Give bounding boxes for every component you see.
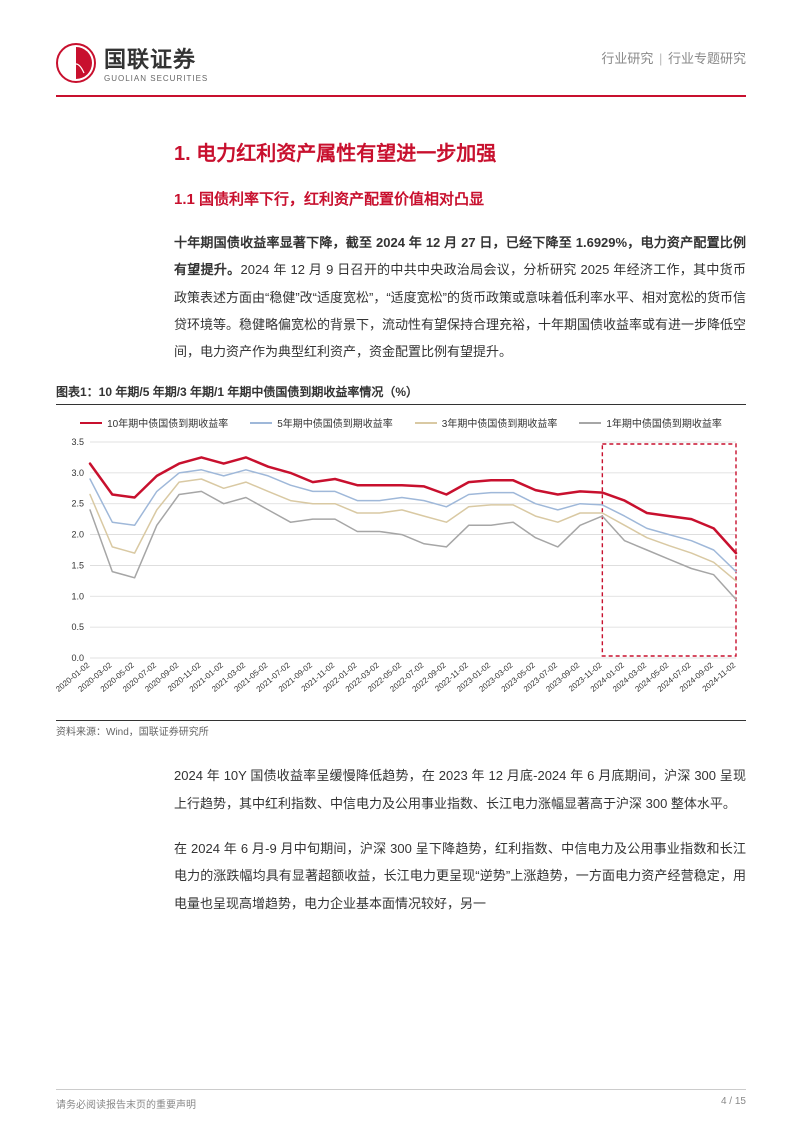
footer-page-number: 4 / 15	[721, 1096, 746, 1111]
chart-source: 资料来源：Wind，国联证券研究所	[56, 720, 746, 738]
yield-chart-svg: 0.00.51.01.52.02.53.03.52020-01-022020-0…	[56, 436, 746, 716]
page-header: 国联证券 GUOLIAN SECURITIES 行业研究 | 行业专题研究	[56, 42, 746, 83]
svg-text:3.5: 3.5	[71, 437, 84, 447]
section-title: 1. 电力红利资产属性有望进一步加强	[174, 137, 746, 166]
breadcrumb-left: 行业研究	[601, 51, 653, 66]
paragraph-2: 2024 年 10Y 国债收益率呈缓慢降低趋势，在 2023 年 12 月底-2…	[174, 762, 746, 817]
page-footer: 请务必阅读报告末页的重要声明 4 / 15	[56, 1089, 746, 1111]
paragraph-1: 十年期国债收益率显著下降，截至 2024 年 12 月 27 日，已经下降至 1…	[174, 229, 746, 365]
paragraph-1-rest: 2024 年 12 月 9 日召开的中共中央政治局会议，分析研究 2025 年经…	[174, 262, 746, 359]
legend-swatch	[80, 422, 102, 425]
chart-caption: 图表1：10 年期/5 年期/3 年期/1 年期中债国债到期收益率情况（%）	[56, 383, 746, 400]
breadcrumb: 行业研究 | 行业专题研究	[601, 42, 746, 67]
paragraph-3: 在 2024 年 6 月-9 月中旬期间，沪深 300 呈下降趋势，红利指数、中…	[174, 835, 746, 917]
svg-text:0.0: 0.0	[71, 653, 84, 663]
legend-label: 3年期中债国债到期收益率	[442, 415, 558, 430]
legend-item: 3年期中债国债到期收益率	[415, 415, 558, 430]
legend-item: 10年期中债国债到期收益率	[80, 415, 228, 430]
svg-text:3.0: 3.0	[71, 468, 84, 478]
subsection-title: 1.1 国债利率下行，红利资产配置价值相对凸显	[174, 188, 746, 209]
svg-text:1.0: 1.0	[71, 592, 84, 602]
legend-label: 1年期中债国债到期收益率	[606, 415, 722, 430]
logo-text-cn: 国联证券	[104, 42, 208, 74]
chart-caption-rule	[56, 404, 746, 405]
breadcrumb-sep: |	[659, 51, 662, 66]
legend-swatch	[415, 422, 437, 424]
legend-label: 10年期中债国债到期收益率	[107, 415, 228, 430]
logo-text-en: GUOLIAN SECURITIES	[104, 74, 208, 83]
legend-swatch	[250, 422, 272, 424]
footer-disclaimer: 请务必阅读报告末页的重要声明	[56, 1096, 196, 1111]
svg-text:2.0: 2.0	[71, 530, 84, 540]
svg-text:1.5: 1.5	[71, 561, 84, 571]
legend-item: 1年期中债国债到期收益率	[579, 415, 722, 430]
chart-legend: 10年期中债国债到期收益率 5年期中债国债到期收益率 3年期中债国债到期收益率 1年期…	[56, 415, 746, 430]
yield-chart: 0.00.51.01.52.02.53.03.52020-01-022020-0…	[56, 436, 746, 716]
logo: 国联证券 GUOLIAN SECURITIES	[56, 42, 208, 83]
header-rule	[56, 95, 746, 97]
svg-text:0.5: 0.5	[71, 623, 84, 633]
breadcrumb-right: 行业专题研究	[668, 51, 746, 66]
logo-icon	[56, 43, 96, 83]
svg-text:2.5: 2.5	[71, 499, 84, 509]
legend-item: 5年期中债国债到期收益率	[250, 415, 393, 430]
legend-label: 5年期中债国债到期收益率	[277, 415, 393, 430]
legend-swatch	[579, 422, 601, 424]
